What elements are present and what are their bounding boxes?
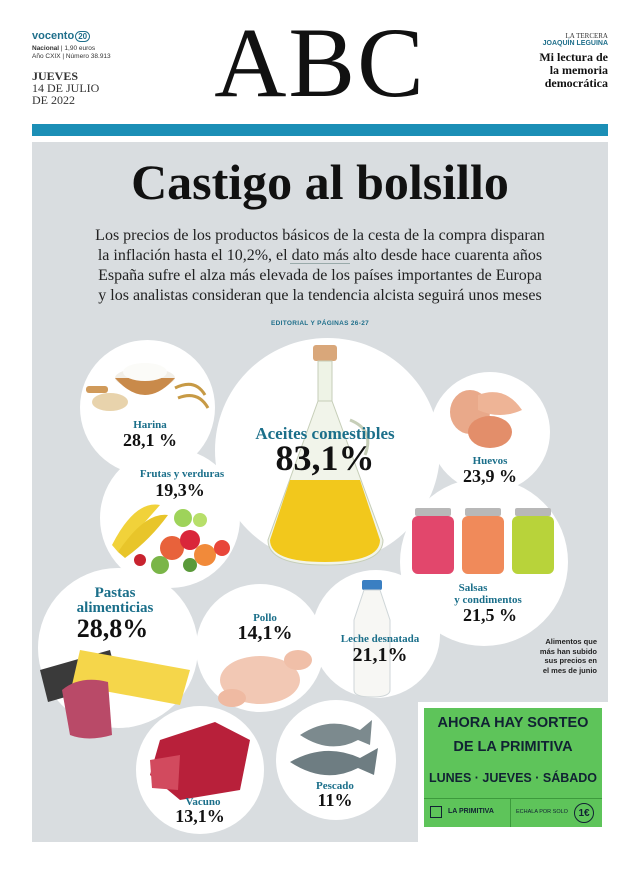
eggs-illustration bbox=[450, 390, 522, 448]
salsas-label: Salsas y condimentos bbox=[418, 582, 528, 606]
harina-value: 28,1 % bbox=[123, 430, 177, 450]
date-line-1: 14 DE JULIO bbox=[32, 81, 100, 95]
issue-date: JUEVES 14 DE JULIO DE 2022 bbox=[32, 70, 99, 106]
vacuno-value: 13,1% bbox=[175, 806, 225, 826]
vacuno-label: Vacuno bbox=[185, 796, 221, 808]
date-line-2: DE 2022 bbox=[32, 93, 75, 107]
pollo-label: Pollo bbox=[253, 612, 277, 624]
year-number: Año CXIX bbox=[32, 53, 61, 60]
masthead-rule bbox=[32, 124, 608, 136]
edition-meta: Nacional | 1,90 euros Año CXIX | Número … bbox=[32, 45, 111, 60]
ad-line-1: AHORA HAY SORTEO bbox=[437, 715, 589, 731]
abc-logo[interactable]: ABC bbox=[214, 7, 426, 118]
ad-price: 1€ bbox=[574, 803, 594, 823]
deck-2-line-1: España sufre el alza más elevada de los … bbox=[98, 267, 542, 284]
ad-green-block bbox=[424, 708, 602, 798]
vocento-logo: vocento 20 bbox=[32, 30, 91, 42]
edition: Nacional bbox=[32, 45, 60, 52]
primitiva-logo-icon bbox=[430, 806, 442, 818]
pastas-label-line-1: Pastas bbox=[94, 585, 136, 601]
issue-number: Número 38.913 bbox=[65, 53, 111, 60]
oil-bottle-illustration bbox=[267, 345, 384, 566]
aceites-label: Aceites comestibles bbox=[255, 424, 395, 443]
note-line-4: el mes de junio bbox=[542, 665, 597, 675]
huevos-value: 23,9 % bbox=[463, 466, 517, 486]
ad-strip-divider bbox=[510, 799, 511, 827]
chicken-illustration bbox=[218, 650, 312, 707]
fish-illustration bbox=[290, 720, 378, 776]
la-tercera-teaser[interactable]: LA TERCERA JOAQUÍN LEGUINA Mi lectura de… bbox=[539, 32, 608, 90]
pescado-value: 11% bbox=[317, 790, 353, 810]
section-label: LA TERCERA bbox=[565, 32, 608, 40]
harina-label: Harina bbox=[133, 419, 167, 431]
leche-label: Leche desnatada bbox=[340, 633, 420, 645]
deck-1-line-1: Los precios de los productos básicos de … bbox=[95, 227, 545, 244]
salsas-value: 21,5 % bbox=[463, 605, 517, 625]
ad-line-3: LUNES · JUEVES · SÁBADO bbox=[428, 771, 598, 785]
ad-brand: LA PRIMITIVA bbox=[448, 808, 494, 815]
pollo-value: 14,1% bbox=[237, 622, 293, 644]
pastas-label: Pastas alimenticias bbox=[50, 586, 180, 616]
chart-note: Alimentos que más han subido sus precios… bbox=[515, 637, 597, 675]
fruits-illustration bbox=[112, 504, 230, 574]
opinion-title-line-3: democrática bbox=[544, 76, 608, 90]
milk-bottle-illustration bbox=[353, 580, 391, 698]
ad-strip: LA PRIMITIVA ECHALA POR SOLO 1€ bbox=[424, 798, 602, 827]
aceites-value: 83,1% bbox=[275, 438, 375, 478]
sauce-jars-illustration bbox=[412, 508, 554, 574]
price: 1,90 euros bbox=[64, 45, 96, 52]
ad-footer bbox=[424, 828, 602, 840]
huevos-label: Huevos bbox=[472, 455, 508, 467]
pasta-illustration bbox=[40, 650, 190, 739]
date-day: JUEVES bbox=[32, 69, 79, 83]
ad-price-text: ECHALA POR SOLO bbox=[516, 809, 568, 815]
deck-divider bbox=[290, 263, 350, 264]
opinion-title-line-2: la memoria bbox=[549, 63, 608, 77]
vocento-text: vocento bbox=[32, 30, 75, 42]
deck-1-line-2: la inflación hasta el 10,2%, el dato más… bbox=[97, 247, 543, 264]
note-line-3: sus precios en bbox=[544, 656, 597, 665]
pastas-value: 28,8% bbox=[76, 614, 149, 643]
note-line-2: más han subido bbox=[539, 646, 597, 656]
note-line-1: Alimentos que bbox=[545, 637, 597, 646]
salsas-label-line-1: Salsas bbox=[458, 582, 488, 594]
headline[interactable]: Castigo al bolsillo bbox=[131, 154, 509, 210]
author-name: JOAQUÍN LEGUINA bbox=[542, 40, 608, 47]
leche-value: 21,1% bbox=[352, 644, 408, 666]
deck-2: España sufre el alza más elevada de los … bbox=[32, 266, 608, 306]
flour-illustration bbox=[86, 363, 210, 411]
editorial-reference[interactable]: EDITORIAL Y PÁGINAS 26-27 bbox=[270, 320, 370, 327]
pastas-label-line-2: alimenticias bbox=[76, 600, 154, 616]
deck-1: Los precios de los productos básicos de … bbox=[32, 226, 608, 266]
frutas-label: Frutas y verduras bbox=[139, 468, 225, 480]
beef-illustration bbox=[150, 722, 250, 800]
vocento-20-badge: 20 bbox=[75, 31, 91, 42]
pescado-label: Pescado bbox=[316, 780, 354, 792]
frutas-value: 19,3% bbox=[155, 480, 205, 500]
ad-line-2: DE LA PRIMITIVA bbox=[453, 739, 573, 755]
salsas-label-line-2: y condimentos bbox=[454, 594, 522, 606]
deck-2-line-2: y los analistas consideran que la tenden… bbox=[98, 287, 542, 304]
opinion-title-line-1: Mi lectura de bbox=[539, 50, 608, 64]
